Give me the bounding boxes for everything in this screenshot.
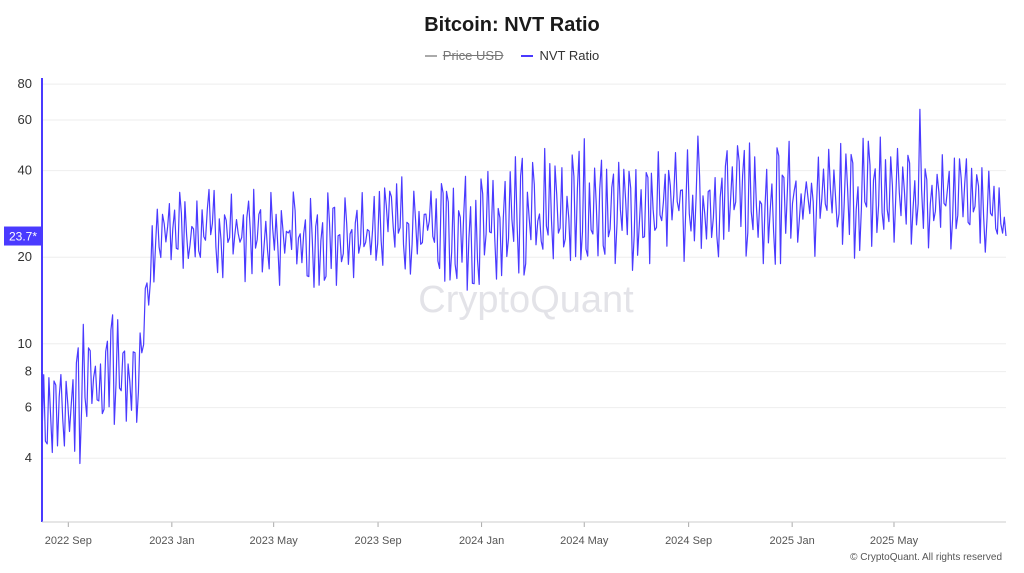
y-tick-label: 10 <box>18 336 32 351</box>
legend: Price USD NVT Ratio <box>0 48 1024 63</box>
current-value-badge: 23.7* <box>4 226 42 246</box>
series-line-nvt-ratio[interactable] <box>41 108 1007 465</box>
y-tick-label: 40 <box>18 163 32 178</box>
legend-item-nvt-ratio[interactable]: NVT Ratio <box>521 48 599 63</box>
y-tick-label: 6 <box>25 400 32 415</box>
x-tick-label: 2023 Sep <box>354 535 401 547</box>
x-tick-label: 2025 Jan <box>770 535 815 547</box>
y-tick-label: 60 <box>18 112 32 127</box>
y-tick-label: 20 <box>18 249 32 264</box>
copyright-text: © CryptoQuant. All rights reserved <box>850 552 1002 563</box>
y-tick-label: 4 <box>25 450 32 465</box>
x-axis-ticks: 2022 Sep 2023 Jan 2023 May 2023 Sep 2024 Jan… <box>45 522 919 547</box>
legend-swatch-price-usd <box>424 54 437 57</box>
legend-label-price-usd: Price USD <box>442 48 504 63</box>
x-tick-label: 2025 May <box>870 535 919 547</box>
x-tick-label: 2024 Sep <box>665 535 712 547</box>
y-tick-label: 8 <box>25 364 32 379</box>
x-tick-label: 2022 Sep <box>45 535 92 547</box>
legend-label-nvt-ratio: NVT Ratio <box>539 48 600 63</box>
legend-swatch-nvt-ratio <box>521 54 534 57</box>
current-value-label: 23.7* <box>9 230 37 244</box>
chart-title: Bitcoin: NVT Ratio <box>424 14 600 36</box>
x-tick-label: 2024 May <box>560 535 609 547</box>
watermark: CryptoQuant <box>418 279 634 321</box>
x-tick-label: 2023 Jan <box>149 535 194 547</box>
y-axis-ticks: 4 6 8 10 20 40 60 80 <box>18 76 32 465</box>
y-tick-label: 80 <box>18 76 32 91</box>
current-value-badge-bg <box>4 226 42 246</box>
x-tick-label: 2023 May <box>250 535 299 547</box>
legend-item-price-usd[interactable]: Price USD <box>424 48 504 63</box>
x-tick-label: 2024 Jan <box>459 535 504 547</box>
